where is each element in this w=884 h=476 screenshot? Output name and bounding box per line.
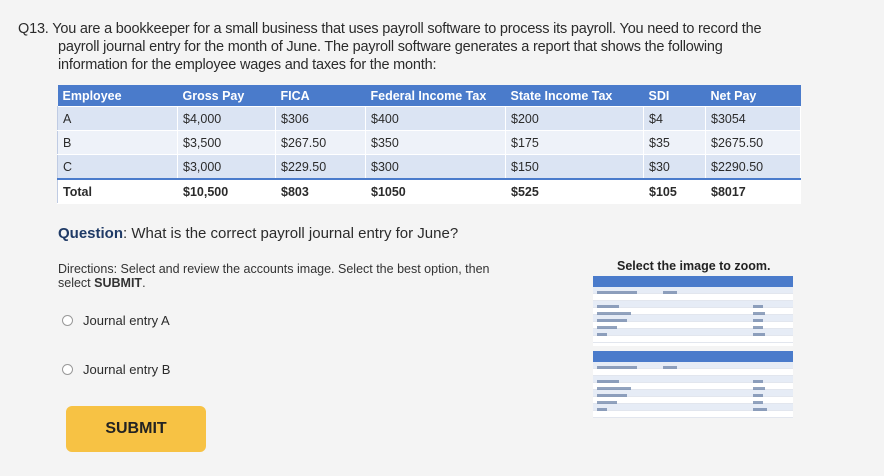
prompt-line-1: Q13. You are a bookkeeper for a small bu… — [18, 21, 762, 37]
table-cell: $306 — [275, 106, 366, 131]
header-sdi: SDI — [643, 85, 706, 107]
header-employee: Employee — [57, 85, 178, 107]
table-cell: $3,000 — [177, 154, 276, 180]
question-label: Question — [58, 225, 124, 242]
table-cell: $267.50 — [275, 130, 366, 155]
question-text: : What is the correct payroll journal en… — [123, 225, 459, 242]
prompt-line-2: payroll journal entry for the month of J… — [58, 39, 723, 55]
header-gross-pay: Gross Pay — [177, 85, 276, 107]
header-federal-income-tax: Federal Income Tax — [365, 85, 506, 107]
table-cell: $35 — [643, 130, 706, 155]
table-cell: B — [57, 130, 178, 155]
table-cell: $1050 — [365, 178, 506, 204]
table-row: C $3,000 $229.50 $300 $150 $30 $2290.50 — [57, 154, 801, 180]
table-row: A $4,000 $306 $400 $200 $4 $3054 — [57, 106, 801, 131]
question-heading: Question: What is the correct payroll jo… — [58, 225, 458, 242]
question-prompt: Q13. You are a bookkeeper for a small bu… — [18, 20, 798, 74]
table-cell: $10,500 — [177, 178, 276, 204]
directions-text: Directions: Select and review the accoun… — [58, 262, 490, 290]
table-cell: $30 — [643, 154, 706, 180]
table-cell: $2290.50 — [705, 154, 801, 180]
prompt-line-3: information for the employee wages and t… — [58, 57, 437, 73]
table-header-row: Employee Gross Pay FICA Federal Income T… — [57, 85, 801, 107]
radio-button[interactable] — [62, 364, 73, 375]
table-row: B $3,500 $267.50 $350 $175 $35 $2675.50 — [57, 130, 801, 155]
table-cell: $4 — [643, 106, 706, 131]
table-cell: A — [57, 106, 178, 131]
zoom-caption: Select the image to zoom. — [617, 259, 771, 273]
table-cell: $2675.50 — [705, 130, 801, 155]
table-total-row: Total $10,500 $803 $1050 $525 $105 $8017 — [57, 178, 801, 204]
table-cell: Total — [57, 178, 178, 204]
table-cell: $300 — [365, 154, 506, 180]
table-cell: $3054 — [705, 106, 801, 131]
table-cell: $8017 — [705, 178, 801, 204]
option-journal-entry-b[interactable]: Journal entry B — [62, 362, 170, 377]
option-journal-entry-a[interactable]: Journal entry A — [62, 313, 170, 328]
table-cell: $400 — [365, 106, 506, 131]
submit-button[interactable]: SUBMIT — [66, 406, 206, 452]
table-cell: $4,000 — [177, 106, 276, 131]
table-cell: $105 — [643, 178, 706, 204]
directions: Directions: Select and review the accoun… — [58, 262, 518, 290]
table-cell: $3,500 — [177, 130, 276, 155]
table-cell: $350 — [365, 130, 506, 155]
table-cell: $150 — [505, 154, 644, 180]
journal-entry-b-image — [593, 351, 793, 418]
journal-entry-a-image — [593, 276, 793, 346]
option-label: Journal entry B — [83, 362, 171, 377]
directions-end: . — [142, 276, 146, 290]
table-cell: $525 — [505, 178, 644, 204]
table-cell: $803 — [275, 178, 366, 204]
directions-submit-word: SUBMIT — [94, 276, 143, 290]
table-cell: $200 — [505, 106, 644, 131]
header-net-pay: Net Pay — [705, 85, 801, 107]
table-cell: $175 — [505, 130, 644, 155]
table-cell: C — [57, 154, 178, 180]
table-cell: $229.50 — [275, 154, 366, 180]
header-fica: FICA — [275, 85, 366, 107]
header-state-income-tax: State Income Tax — [505, 85, 644, 107]
option-label: Journal entry A — [83, 313, 170, 328]
accounts-image-thumbnail[interactable] — [593, 276, 793, 418]
radio-button[interactable] — [62, 315, 73, 326]
payroll-table: Employee Gross Pay FICA Federal Income T… — [57, 85, 801, 204]
